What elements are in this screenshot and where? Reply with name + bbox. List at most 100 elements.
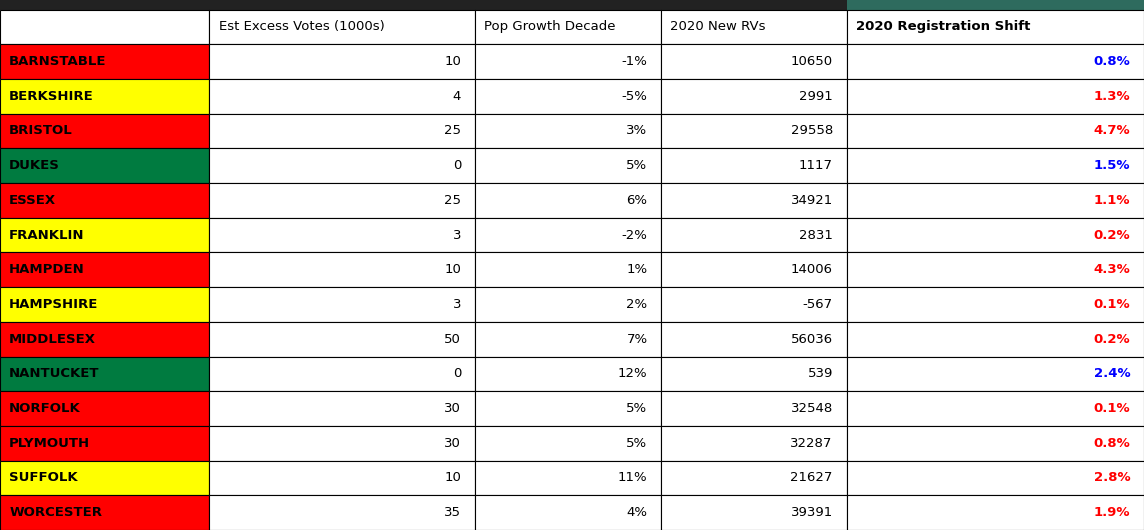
Bar <box>847 113 1144 148</box>
Text: 5%: 5% <box>627 437 648 450</box>
Text: 6%: 6% <box>627 194 648 207</box>
Text: 2991: 2991 <box>799 90 833 103</box>
Bar <box>475 426 661 461</box>
Text: 34921: 34921 <box>791 194 833 207</box>
Bar <box>209 287 475 322</box>
Text: 2%: 2% <box>627 298 648 311</box>
Text: NANTUCKET: NANTUCKET <box>9 367 100 381</box>
Bar <box>847 44 1144 79</box>
Text: 2.8%: 2.8% <box>1094 472 1130 484</box>
Text: -567: -567 <box>803 298 833 311</box>
Text: HAMPSHIRE: HAMPSHIRE <box>9 298 98 311</box>
Text: -5%: -5% <box>621 90 648 103</box>
Bar <box>475 148 661 183</box>
Text: 25: 25 <box>444 194 461 207</box>
Bar <box>661 426 847 461</box>
Bar <box>209 357 475 391</box>
Text: 0.1%: 0.1% <box>1094 298 1130 311</box>
Bar <box>661 218 847 252</box>
Text: 2020 New RVs: 2020 New RVs <box>670 20 765 33</box>
Bar <box>475 113 661 148</box>
Text: 10: 10 <box>444 263 461 276</box>
Text: 2.4%: 2.4% <box>1094 367 1130 381</box>
Bar <box>847 10 1144 44</box>
Bar <box>209 113 475 148</box>
Bar <box>661 496 847 530</box>
Text: Est Excess Votes (1000s): Est Excess Votes (1000s) <box>219 20 384 33</box>
Bar <box>475 391 661 426</box>
Text: SUFFOLK: SUFFOLK <box>9 472 78 484</box>
Text: BRISTOL: BRISTOL <box>9 125 73 137</box>
Text: 0.2%: 0.2% <box>1094 333 1130 346</box>
Text: 14006: 14006 <box>791 263 833 276</box>
Bar <box>0 391 209 426</box>
Bar <box>0 113 209 148</box>
Text: 0.2%: 0.2% <box>1094 228 1130 242</box>
Text: 39391: 39391 <box>791 506 833 519</box>
Text: MIDDLESEX: MIDDLESEX <box>9 333 96 346</box>
Text: 0.1%: 0.1% <box>1094 402 1130 415</box>
Text: 1.9%: 1.9% <box>1094 506 1130 519</box>
Bar <box>475 496 661 530</box>
Text: 1.5%: 1.5% <box>1094 159 1130 172</box>
Bar <box>661 79 847 113</box>
Text: HAMPDEN: HAMPDEN <box>9 263 85 276</box>
Bar <box>0 183 209 218</box>
Text: 2831: 2831 <box>799 228 833 242</box>
Bar <box>661 183 847 218</box>
Text: 12%: 12% <box>618 367 648 381</box>
Text: WORCESTER: WORCESTER <box>9 506 102 519</box>
Text: 2020 Registration Shift: 2020 Registration Shift <box>856 20 1030 33</box>
Bar <box>0 287 209 322</box>
Bar <box>475 183 661 218</box>
Bar <box>209 496 475 530</box>
Bar <box>847 148 1144 183</box>
Bar <box>847 79 1144 113</box>
Bar <box>475 357 661 391</box>
Text: 29558: 29558 <box>791 125 833 137</box>
Bar <box>209 252 475 287</box>
Bar <box>847 496 1144 530</box>
Text: 50: 50 <box>444 333 461 346</box>
Bar <box>661 44 847 79</box>
Bar <box>0 426 209 461</box>
Bar <box>847 0 1144 10</box>
Bar <box>847 426 1144 461</box>
Text: 10650: 10650 <box>791 55 833 68</box>
Bar <box>0 218 209 252</box>
Bar <box>847 252 1144 287</box>
Text: FRANKLIN: FRANKLIN <box>9 228 85 242</box>
Bar <box>209 461 475 496</box>
Bar <box>661 357 847 391</box>
Bar <box>661 287 847 322</box>
Text: 4.7%: 4.7% <box>1094 125 1130 137</box>
Bar <box>847 183 1144 218</box>
Bar <box>661 0 847 10</box>
Text: 3: 3 <box>453 298 461 311</box>
Bar <box>661 461 847 496</box>
Text: 21627: 21627 <box>791 472 833 484</box>
Text: 56036: 56036 <box>791 333 833 346</box>
Bar <box>209 426 475 461</box>
Bar <box>661 252 847 287</box>
Text: 0: 0 <box>453 367 461 381</box>
Bar <box>847 357 1144 391</box>
Text: 4.3%: 4.3% <box>1094 263 1130 276</box>
Text: Pop Growth Decade: Pop Growth Decade <box>484 20 615 33</box>
Text: -1%: -1% <box>621 55 648 68</box>
Bar <box>0 322 209 357</box>
Text: 5%: 5% <box>627 159 648 172</box>
Text: PLYMOUTH: PLYMOUTH <box>9 437 90 450</box>
Bar <box>209 183 475 218</box>
Text: 7%: 7% <box>627 333 648 346</box>
Text: 25: 25 <box>444 125 461 137</box>
Bar <box>661 391 847 426</box>
Bar <box>475 252 661 287</box>
Bar <box>209 0 475 10</box>
Text: 5%: 5% <box>627 402 648 415</box>
Bar <box>847 322 1144 357</box>
Text: BERKSHIRE: BERKSHIRE <box>9 90 94 103</box>
Bar <box>475 10 661 44</box>
Bar <box>0 148 209 183</box>
Bar <box>209 322 475 357</box>
